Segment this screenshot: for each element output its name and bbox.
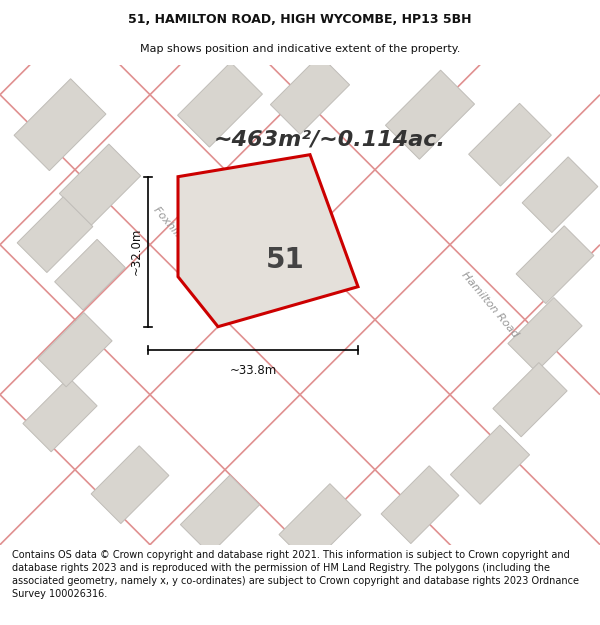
Polygon shape — [516, 226, 594, 304]
Polygon shape — [181, 475, 260, 554]
Polygon shape — [493, 362, 567, 437]
Polygon shape — [23, 378, 97, 452]
Text: Contains OS data © Crown copyright and database right 2021. This information is : Contains OS data © Crown copyright and d… — [12, 549, 579, 599]
Polygon shape — [469, 103, 551, 186]
Polygon shape — [381, 466, 459, 544]
Text: 51, HAMILTON ROAD, HIGH WYCOMBE, HP13 5BH: 51, HAMILTON ROAD, HIGH WYCOMBE, HP13 5B… — [128, 13, 472, 26]
Text: Map shows position and indicative extent of the property.: Map shows position and indicative extent… — [140, 44, 460, 54]
Polygon shape — [451, 425, 530, 504]
Polygon shape — [178, 62, 262, 147]
Polygon shape — [279, 484, 361, 566]
Polygon shape — [38, 312, 112, 387]
Polygon shape — [508, 298, 582, 372]
Text: ~32.0m: ~32.0m — [130, 228, 143, 276]
Polygon shape — [91, 446, 169, 524]
Polygon shape — [385, 70, 475, 159]
Polygon shape — [55, 239, 125, 310]
Text: ~33.8m: ~33.8m — [229, 364, 277, 377]
Text: 51: 51 — [266, 246, 304, 274]
Polygon shape — [522, 157, 598, 232]
Polygon shape — [271, 55, 350, 134]
Text: Hamilton Road: Hamilton Road — [460, 270, 520, 339]
Polygon shape — [14, 79, 106, 171]
Polygon shape — [178, 154, 358, 327]
Polygon shape — [17, 197, 93, 272]
Polygon shape — [59, 144, 140, 226]
Text: ~463m²/~0.114ac.: ~463m²/~0.114ac. — [214, 129, 446, 149]
Text: Foxhill Close: Foxhill Close — [152, 205, 204, 264]
